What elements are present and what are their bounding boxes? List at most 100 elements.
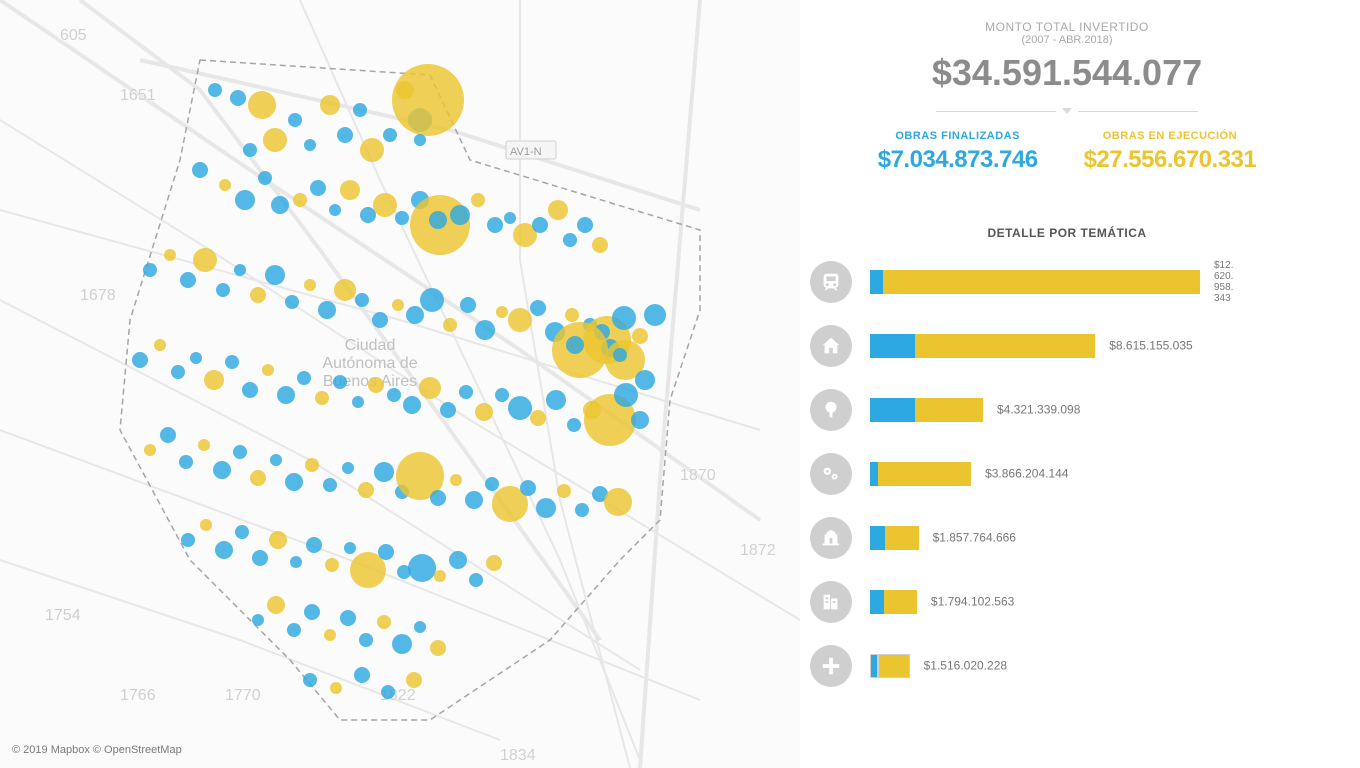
map-point[interactable]: [530, 410, 546, 426]
map-point[interactable]: [297, 371, 311, 385]
map-point[interactable]: [234, 264, 246, 276]
map-point[interactable]: [563, 233, 577, 247]
map-point[interactable]: [536, 498, 556, 518]
map-point[interactable]: [324, 629, 336, 641]
map-point[interactable]: [360, 207, 376, 223]
map-point[interactable]: [613, 348, 627, 362]
map-point[interactable]: [495, 388, 509, 402]
map-point[interactable]: [471, 193, 485, 207]
map-point[interactable]: [414, 134, 426, 146]
map-point[interactable]: [530, 300, 546, 316]
map-point[interactable]: [508, 308, 532, 332]
map-point[interactable]: [270, 454, 282, 466]
map-point[interactable]: [160, 427, 176, 443]
map-point[interactable]: [293, 193, 307, 207]
map-point[interactable]: [378, 544, 394, 560]
map-point[interactable]: [144, 444, 156, 456]
map-point[interactable]: [496, 306, 508, 318]
map-point[interactable]: [377, 615, 391, 629]
map-point[interactable]: [359, 633, 373, 647]
map-point[interactable]: [429, 211, 447, 229]
map-point[interactable]: [387, 388, 401, 402]
map-point[interactable]: [520, 480, 536, 496]
map-point[interactable]: [315, 391, 329, 405]
map-point[interactable]: [532, 217, 548, 233]
map-point[interactable]: [360, 138, 384, 162]
map-point[interactable]: [358, 482, 374, 498]
map-point[interactable]: [614, 383, 638, 407]
bar-row[interactable]: $12. 620. 958. 343: [810, 262, 1324, 302]
map-point[interactable]: [465, 491, 483, 509]
map-point[interactable]: [395, 211, 409, 225]
map-point[interactable]: [242, 382, 258, 398]
map-point[interactable]: [164, 249, 176, 261]
map-point[interactable]: [192, 162, 208, 178]
map-point[interactable]: [213, 461, 231, 479]
map-point[interactable]: [243, 143, 257, 157]
map-point[interactable]: [355, 293, 369, 307]
map-point[interactable]: [631, 411, 649, 429]
map-point[interactable]: [287, 623, 301, 637]
bar-row[interactable]: $3.866.204.144: [810, 454, 1324, 494]
map-point[interactable]: [204, 370, 224, 390]
map-point[interactable]: [230, 90, 246, 106]
map-point[interactable]: [352, 396, 364, 408]
map-point[interactable]: [430, 640, 446, 656]
map-point[interactable]: [277, 386, 295, 404]
map-point[interactable]: [310, 180, 326, 196]
map-point[interactable]: [330, 682, 342, 694]
map-point[interactable]: [180, 272, 196, 288]
map-point[interactable]: [233, 445, 247, 459]
map-point[interactable]: [304, 139, 316, 151]
map-point[interactable]: [320, 95, 340, 115]
map-point[interactable]: [190, 352, 202, 364]
map-point[interactable]: [258, 171, 272, 185]
bar-row[interactable]: $4.321.339.098: [810, 390, 1324, 430]
map-point[interactable]: [459, 385, 473, 399]
map-point[interactable]: [334, 279, 356, 301]
map-point[interactable]: [252, 550, 268, 566]
map-point[interactable]: [612, 306, 636, 330]
map-point[interactable]: [403, 396, 421, 414]
map-point[interactable]: [340, 180, 360, 200]
map-point[interactable]: [450, 205, 470, 225]
map-point[interactable]: [198, 439, 210, 451]
map-point[interactable]: [546, 390, 566, 410]
map-point[interactable]: [337, 127, 353, 143]
map-point[interactable]: [132, 352, 148, 368]
map-point[interactable]: [342, 462, 354, 474]
map-point[interactable]: [263, 128, 287, 152]
map-point[interactable]: [548, 200, 568, 220]
map-point[interactable]: [557, 484, 571, 498]
map-point[interactable]: [392, 299, 404, 311]
map-point[interactable]: [305, 458, 319, 472]
map-point[interactable]: [383, 128, 397, 142]
map-point[interactable]: [368, 377, 384, 393]
map-point[interactable]: [565, 308, 579, 322]
map-point[interactable]: [304, 604, 320, 620]
map-point[interactable]: [267, 596, 285, 614]
map-point[interactable]: [644, 304, 666, 326]
map-point[interactable]: [419, 377, 441, 399]
map-point[interactable]: [353, 103, 367, 117]
map-point[interactable]: [290, 556, 302, 568]
map-point[interactable]: [635, 370, 655, 390]
map-point[interactable]: [430, 490, 446, 506]
map-point[interactable]: [325, 558, 339, 572]
map-point[interactable]: [575, 503, 589, 517]
map-point[interactable]: [567, 418, 581, 432]
map-point[interactable]: [285, 295, 299, 309]
map-point[interactable]: [323, 478, 337, 492]
map-point[interactable]: [333, 375, 347, 389]
map-point[interactable]: [566, 336, 584, 354]
map-point[interactable]: [235, 525, 249, 539]
bar-row[interactable]: $1.794.102.563: [810, 582, 1324, 622]
map-point[interactable]: [171, 365, 185, 379]
map-point[interactable]: [460, 297, 476, 313]
map-point[interactable]: [420, 288, 444, 312]
map-point[interactable]: [193, 248, 217, 272]
map-point[interactable]: [434, 570, 446, 582]
map-point[interactable]: [225, 355, 239, 369]
map-point[interactable]: [285, 473, 303, 491]
map-point[interactable]: [271, 196, 289, 214]
